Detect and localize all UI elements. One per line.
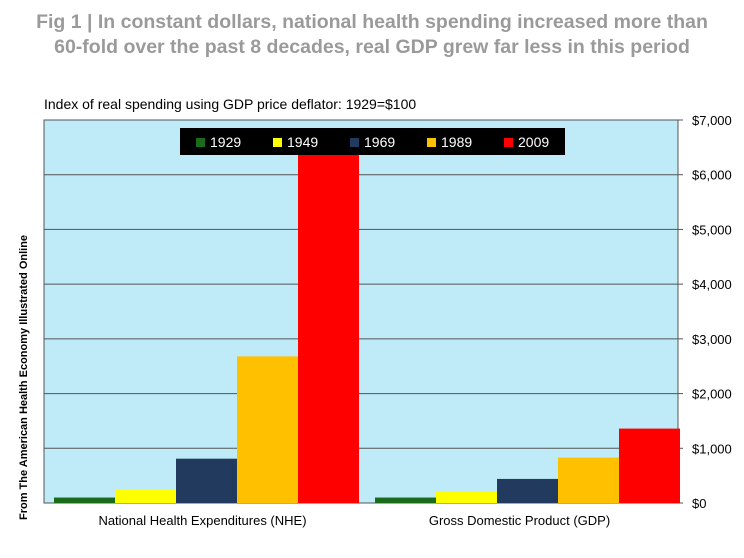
y-tick-label: $6,000 xyxy=(692,168,732,183)
y-tick-label: $0 xyxy=(692,496,706,511)
y-tick-label: $4,000 xyxy=(692,277,732,292)
y-tick-label: $7,000 xyxy=(692,113,732,128)
y-tick-label: $5,000 xyxy=(692,222,732,237)
legend-swatch-2009 xyxy=(504,138,513,147)
bar-2009-nhe xyxy=(298,142,359,504)
chart-title: Fig 1 | In constant dollars, national he… xyxy=(0,10,744,60)
y-tick-label: $2,000 xyxy=(692,387,732,402)
bar-1989-gdp xyxy=(558,457,619,503)
y-tick-label: $1,000 xyxy=(692,441,732,456)
bar-2009-gdp xyxy=(619,428,680,503)
bar-1969-gdp xyxy=(497,478,558,503)
category-label: National Health Expenditures (NHE) xyxy=(98,513,306,528)
legend-label-1949: 1949 xyxy=(287,134,318,150)
bar-1929-nhe xyxy=(54,497,115,503)
legend-swatch-1969 xyxy=(350,138,359,147)
legend-swatch-1989 xyxy=(427,138,436,147)
legend-swatch-1929 xyxy=(196,138,205,147)
legend-label-2009: 2009 xyxy=(518,134,549,150)
legend xyxy=(180,128,565,155)
plot-area xyxy=(43,119,679,504)
chart-subtitle: Index of real spending using GDP price d… xyxy=(44,96,417,112)
category-label: Gross Domestic Product (GDP) xyxy=(429,513,610,528)
legend-label-1969: 1969 xyxy=(364,134,395,150)
bar-1969-nhe xyxy=(176,458,237,503)
bar-1989-nhe xyxy=(237,356,298,503)
bar-1949-gdp xyxy=(436,491,497,503)
legend-swatch-1949 xyxy=(273,138,282,147)
bar-1929-gdp xyxy=(375,497,436,503)
y-tick-label: $3,000 xyxy=(692,332,732,347)
bar-1949-nhe xyxy=(115,489,176,503)
chart-title-line2: 60-fold over the past 8 decades, real GD… xyxy=(54,36,690,58)
legend-label-1989: 1989 xyxy=(441,134,472,150)
legend-label-1929: 1929 xyxy=(210,134,241,150)
chart-title-line1: Fig 1 | In constant dollars, national he… xyxy=(36,11,708,33)
